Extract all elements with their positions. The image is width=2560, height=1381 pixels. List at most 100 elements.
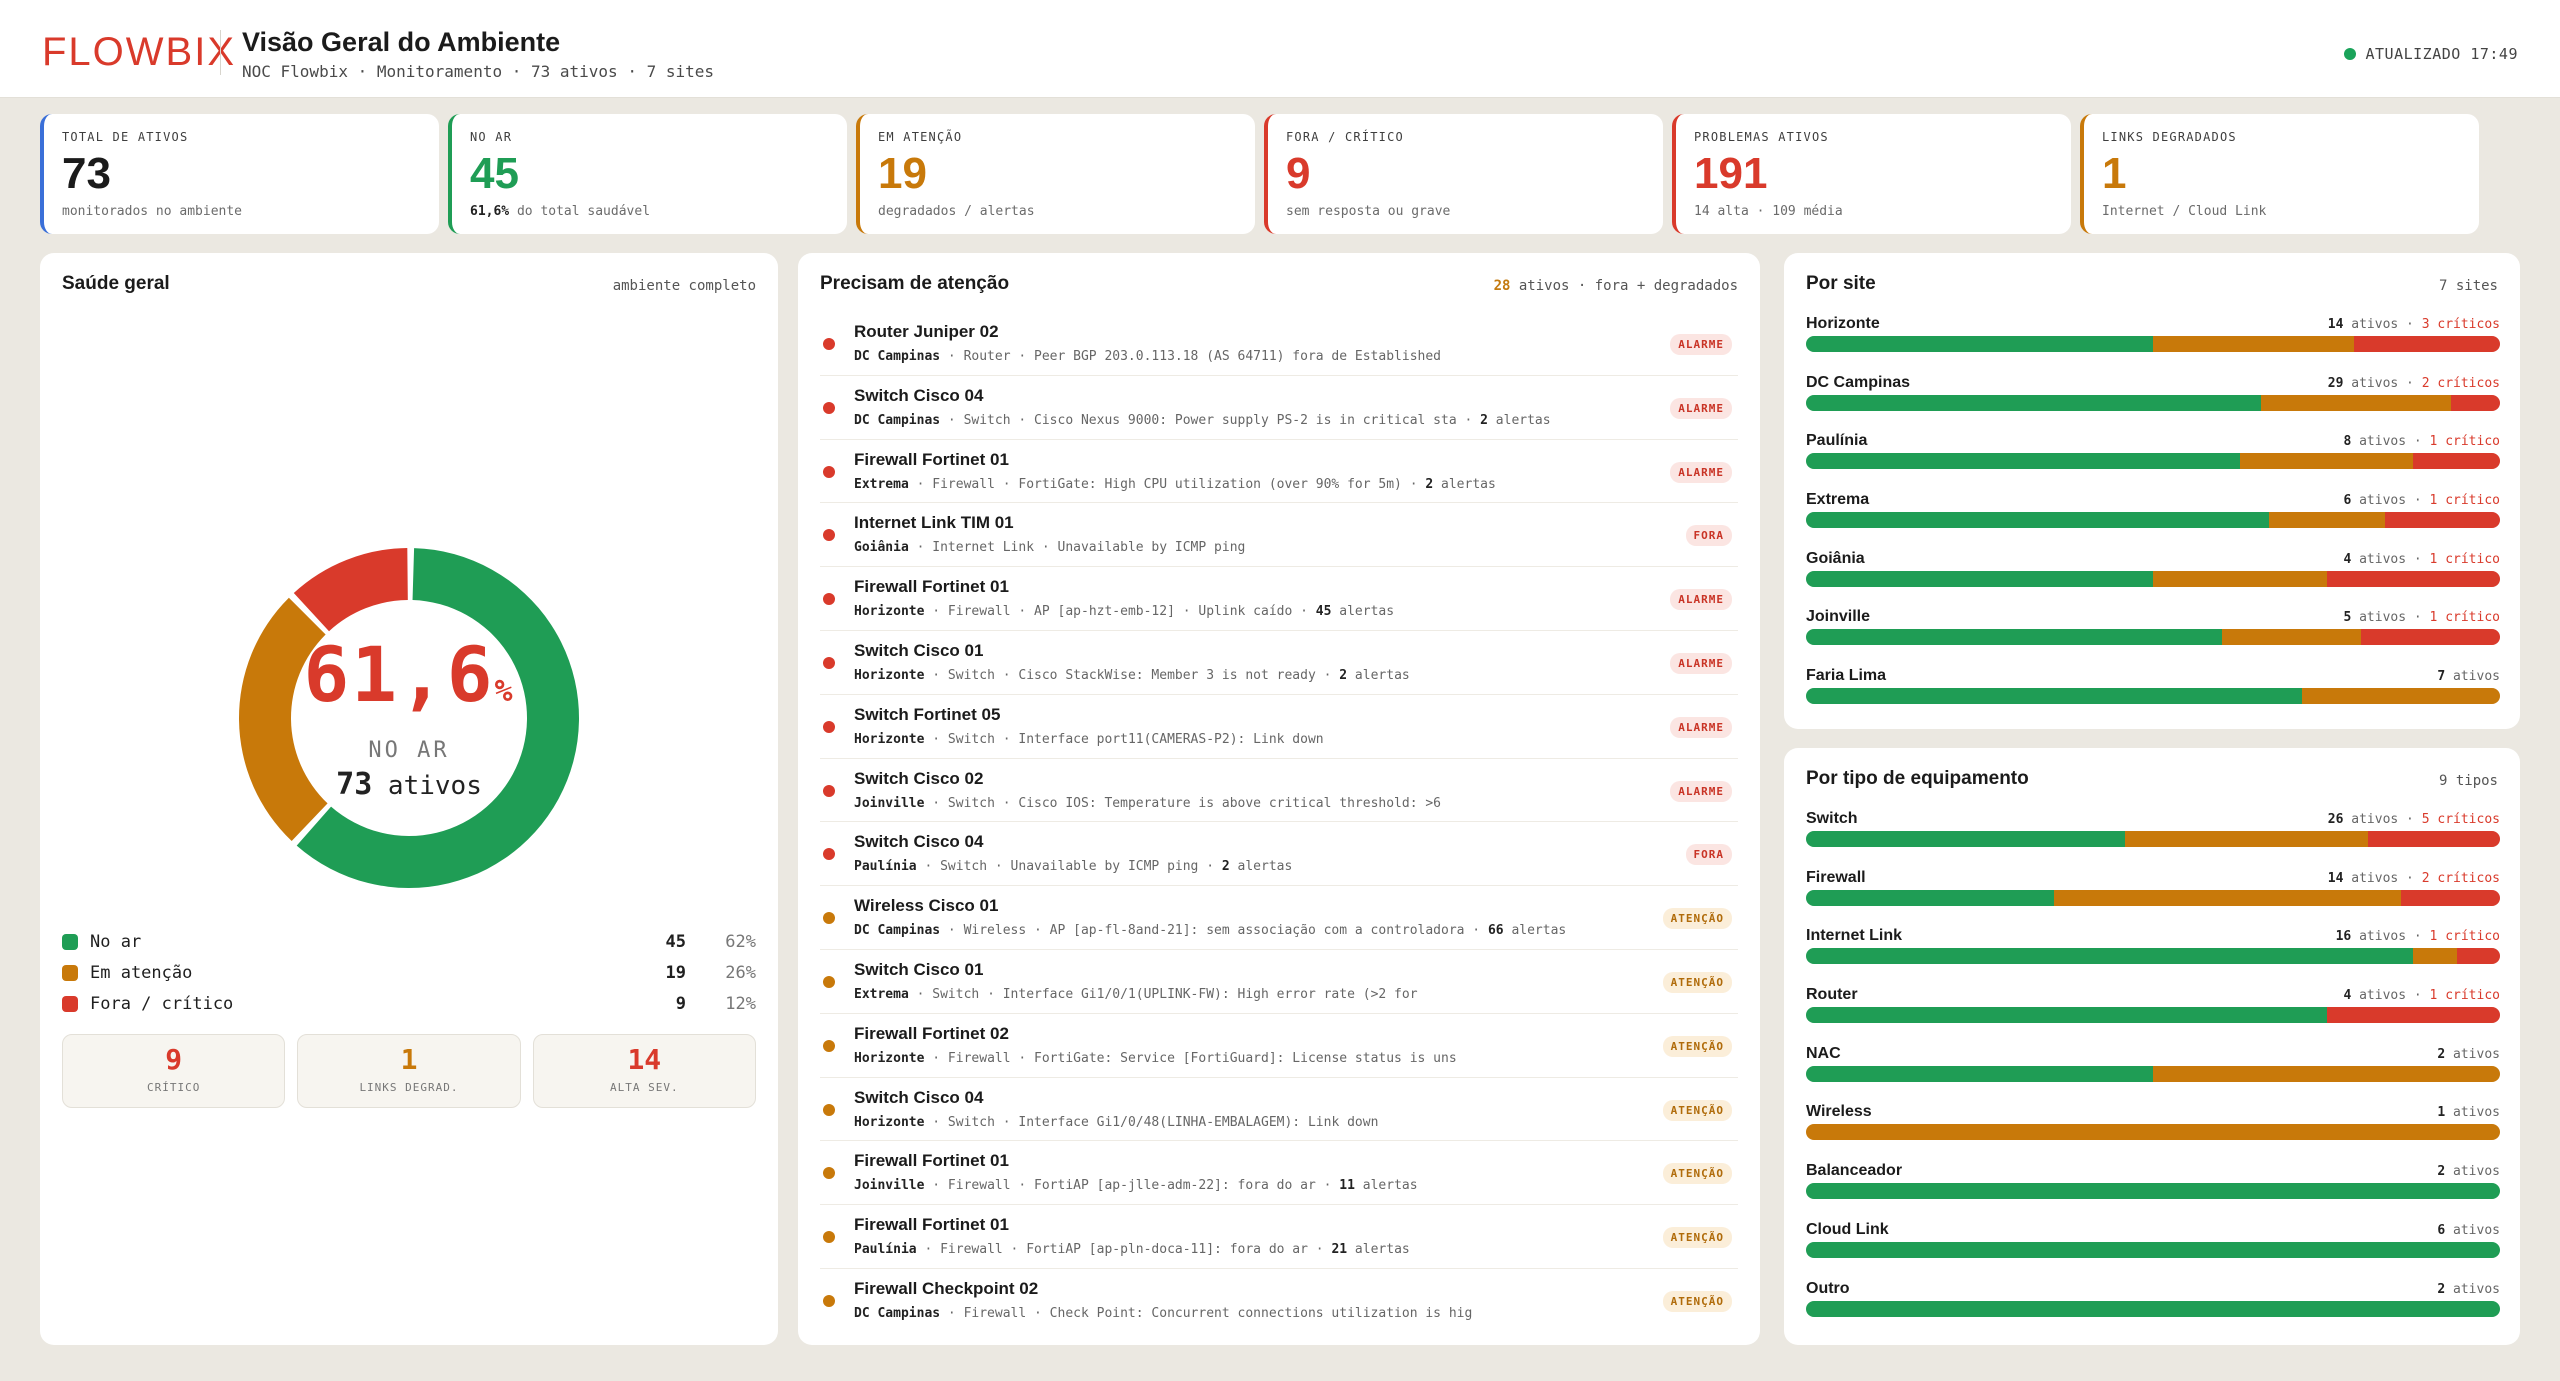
legend-percent: 12% — [725, 993, 756, 1014]
stacked-bar — [1806, 336, 2500, 352]
severity-dot-icon — [823, 975, 835, 988]
mini-stat[interactable]: 9 CRÍTICO — [62, 1034, 286, 1108]
asset-name: Wireless Cisco 01 — [854, 896, 999, 916]
attention-item[interactable]: Switch Cisco 04 DC Campinas · Switch · Ci… — [820, 376, 1738, 440]
bar-label: Horizonte — [1806, 315, 1880, 332]
mini-stat[interactable]: 14 ALTA SEV. — [532, 1034, 756, 1108]
stacked-bar — [1806, 1183, 2500, 1200]
bar-count: 2 — [2437, 1164, 2446, 1180]
health-assets-word: ativos — [387, 770, 482, 801]
site-row[interactable]: Joinville 5 ativos · 1 crítico — [1806, 608, 2500, 667]
type-row[interactable]: Switch 26 ativos · 5 críticos — [1806, 810, 2500, 869]
kpi-card[interactable]: PROBLEMAS ATIVOS 191 14 alta · 109 média — [1672, 114, 2071, 234]
bar-segment-red — [2326, 1007, 2500, 1024]
bar-count-word: ativos — [2351, 551, 2407, 567]
last-updated-text: ATUALIZADO 17:49 — [2365, 45, 2518, 63]
bar-count: 2 — [2437, 1281, 2446, 1297]
asset-alert-word: alertas — [1433, 476, 1496, 492]
site-row[interactable]: Faria Lima 7 ativos — [1806, 667, 2500, 726]
health-donut-chart: 61,6% NO AR 73 ativos — [234, 543, 584, 893]
stacked-bar — [1806, 688, 2500, 705]
type-row[interactable]: NAC 2 ativos — [1806, 1045, 2500, 1104]
kpi-card[interactable]: EM ATENÇÃO 19 degradados / alertas — [856, 114, 1255, 234]
attention-item[interactable]: Switch Cisco 01 Horizonte · Switch · Cisc… — [820, 631, 1738, 695]
site-row[interactable]: DC Campinas 29 ativos · 2 críticos — [1806, 374, 2500, 433]
kpi-card[interactable]: NO AR 45 61,6% do total saudável — [448, 114, 847, 234]
mini-stat-value: 1 — [400, 1043, 418, 1076]
legend-percent: 26% — [725, 962, 756, 983]
asset-detail: Horizonte · Firewall · AP [ap-hzt-emb-12… — [854, 604, 1394, 619]
legend-name: Fora / crítico — [90, 993, 234, 1014]
bar-segment-green — [1806, 1241, 2500, 1258]
type-row[interactable]: Cloud Link 6 ativos — [1806, 1221, 2500, 1280]
type-row[interactable]: Router 4 ativos · 1 crítico — [1806, 986, 2500, 1045]
type-row[interactable]: Outro 2 ativos — [1806, 1280, 2500, 1339]
bar-count-word: ativos — [2343, 870, 2399, 886]
type-row[interactable]: Firewall 14 ativos · 2 críticos — [1806, 869, 2500, 928]
attention-item[interactable]: Internet Link TIM 01 Goiânia · Internet L… — [820, 503, 1738, 568]
kpi-card[interactable]: FORA / CRÍTICO 9 sem resposta ou grave — [1264, 114, 1663, 234]
attention-item[interactable]: Firewall Fortinet 01 Joinville · Firewall… — [820, 1141, 1738, 1206]
site-row[interactable]: Paulínia 8 ativos · 1 crítico — [1806, 432, 2500, 491]
mini-stat-value: 9 — [165, 1043, 183, 1076]
kpi-card[interactable]: LINKS DEGRADADOS 1 Internet / Cloud Link — [2080, 114, 2479, 234]
stacked-bar — [1806, 453, 2500, 470]
donut-slice[interactable] — [296, 548, 579, 888]
kpi-label: EM ATENÇÃO — [878, 130, 963, 144]
attention-item[interactable]: Switch Cisco 04 Paulínia · Switch · Unava… — [820, 822, 1738, 887]
health-percent-sign: % — [494, 673, 515, 709]
donut-slice[interactable] — [238, 597, 328, 842]
attention-item[interactable]: Firewall Fortinet 02 Horizonte · Firewall… — [820, 1014, 1738, 1078]
asset-site: Goiânia — [854, 540, 909, 556]
bar-segment-red — [2400, 889, 2500, 906]
type-row[interactable]: Internet Link 16 ativos · 1 crítico — [1806, 927, 2500, 986]
asset-detail: Horizonte · Firewall · FortiGate: Servic… — [854, 1051, 1457, 1066]
mini-stat[interactable]: 1 LINKS DEGRAD. — [297, 1034, 521, 1108]
donut-slice[interactable] — [293, 548, 408, 632]
attention-item[interactable]: Switch Fortinet 05 Horizonte · Switch · I… — [820, 695, 1738, 759]
kpi-label: FORA / CRÍTICO — [1286, 130, 1404, 144]
asset-alert-word: alertas — [1487, 412, 1551, 428]
sites-panel-title: Por site — [1806, 273, 1876, 294]
bar-meta: 4 ativos · 1 crítico — [2343, 552, 2500, 567]
bar-segment-amber — [2153, 1065, 2500, 1082]
bar-count-word: ativos — [2343, 812, 2399, 827]
bar-count-word: ativos — [2351, 988, 2407, 1004]
bar-segment-green — [1806, 453, 2240, 470]
attention-item[interactable]: Firewall Fortinet 01 Extrema · Firewall ·… — [820, 440, 1738, 504]
attention-item[interactable]: Wireless Cisco 01 DC Campinas · Wireless … — [820, 886, 1738, 950]
asset-site: DC Campinas — [854, 923, 941, 939]
kpi-subtext-body: sem resposta ou grave — [1286, 204, 1451, 219]
page-title: Visão Geral do Ambiente — [242, 27, 561, 57]
type-row[interactable]: Wireless 1 ativos — [1806, 1103, 2500, 1162]
asset-detail: Joinville · Firewall · FortiAP [ap-jlle-… — [854, 1178, 1418, 1193]
bar-separator: · — [2406, 929, 2430, 945]
bar-count-word: ativos — [2445, 1105, 2500, 1121]
bar-separator: · — [2406, 551, 2430, 567]
attention-item[interactable]: Firewall Fortinet 01 Paulínia · Firewall … — [820, 1205, 1738, 1269]
attention-item[interactable]: Switch Cisco 01 Extrema · Switch · Interf… — [820, 950, 1738, 1014]
bar-separator: · — [2398, 317, 2422, 332]
kpi-card[interactable]: TOTAL DE ATIVOS 73 monitorados no ambiente — [40, 114, 439, 234]
legend-percent: 62% — [725, 931, 756, 952]
asset-detail: Goiânia · Internet Link · Unavailable by… — [854, 540, 1245, 555]
bar-count-word: ativos — [2343, 317, 2399, 332]
site-row[interactable]: Goiânia 4 ativos · 1 crítico — [1806, 550, 2500, 609]
asset-site: DC Campinas — [854, 349, 941, 364]
asset-name: Router Juniper 02 — [854, 322, 999, 341]
bar-meta: 29 ativos · 2 críticos — [2328, 376, 2500, 391]
site-row[interactable]: Extrema 6 ativos · 1 crítico — [1806, 491, 2500, 550]
attention-item[interactable]: Switch Cisco 02 Joinville · Switch · Cisc… — [820, 759, 1738, 823]
type-row[interactable]: Balanceador 2 ativos — [1806, 1162, 2500, 1221]
asset-site: Horizonte — [854, 604, 925, 620]
attention-item[interactable]: Switch Cisco 04 Horizonte · Switch · Inte… — [820, 1078, 1738, 1142]
kpi-subtext-body: do total saudável — [509, 204, 651, 219]
site-row[interactable]: Horizonte 14 ativos · 3 críticos — [1806, 315, 2500, 374]
attention-item[interactable]: Firewall Checkpoint 02 DC Campinas · Fire… — [820, 1269, 1738, 1333]
bar-critical: 1 crítico — [2429, 988, 2500, 1004]
attention-item[interactable]: Router Juniper 02 DC Campinas · Router · … — [820, 312, 1738, 376]
bar-count: 4 — [2343, 551, 2352, 567]
attention-item[interactable]: Firewall Fortinet 01 Horizonte · Firewall… — [820, 567, 1738, 631]
bar-count: 8 — [2343, 434, 2352, 450]
asset-detail: Horizonte · Switch · Interface port11(CA… — [854, 732, 1324, 747]
